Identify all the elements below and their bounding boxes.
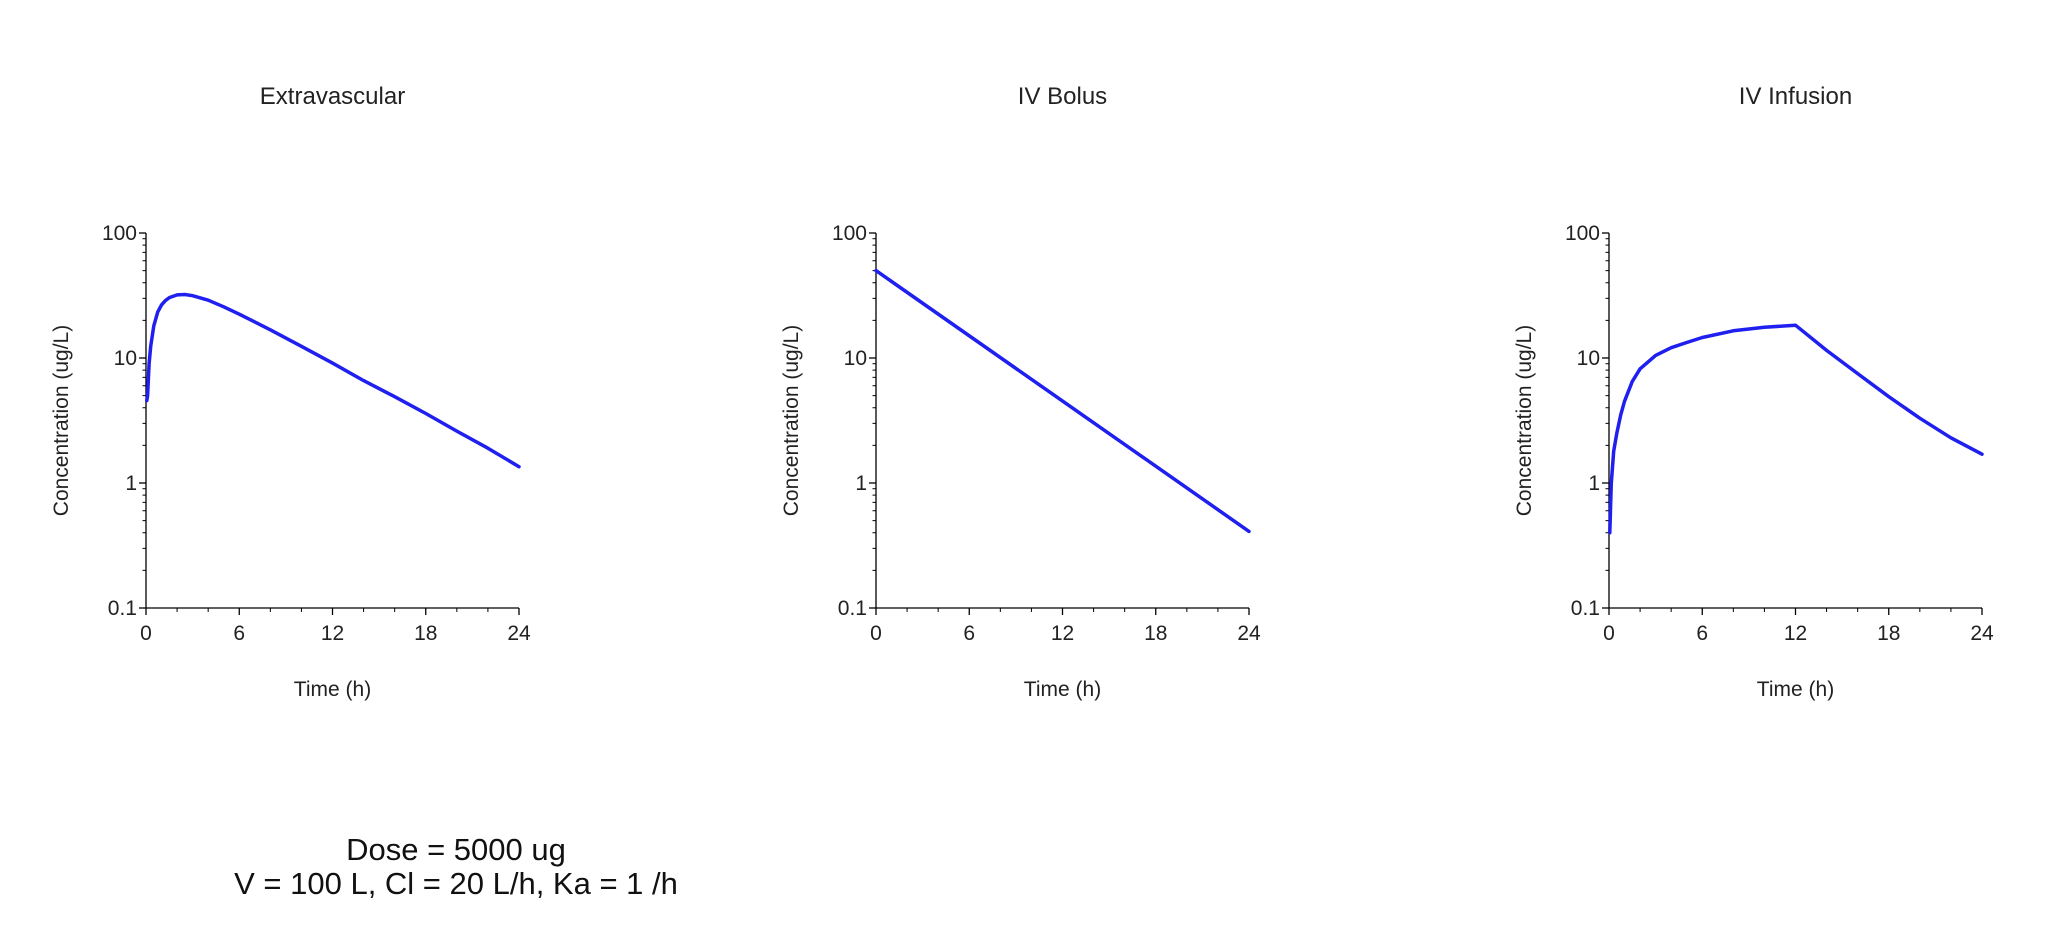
y-tick-label: 0.1 (838, 597, 867, 620)
y-tick-label: 10 (844, 347, 867, 370)
x-tick-label: 6 (1696, 622, 1708, 645)
y-tick-label: 1 (1588, 472, 1600, 495)
series-line-1 (1608, 323, 1984, 535)
y-tick-label: 1 (855, 472, 867, 495)
y-tick-label: 10 (114, 347, 137, 370)
y-tick-label: 0.1 (108, 597, 137, 620)
x-tick-label: 0 (1603, 622, 1615, 645)
series-line-1 (874, 268, 1251, 534)
chart-title: Extravascular (260, 83, 405, 110)
series-line-1 (145, 292, 521, 469)
y-tick-label: 10 (1577, 347, 1600, 370)
x-tick-label: 18 (414, 622, 437, 645)
x-tick-label: 12 (1051, 622, 1074, 645)
x-tick-label: 0 (140, 622, 152, 645)
y-tick-label: 100 (1565, 222, 1600, 245)
y-axis-label: Concentration (ug/L) (50, 325, 73, 516)
y-tick-label: 100 (832, 222, 867, 245)
y-tick-label: 100 (102, 222, 137, 245)
x-tick-label: 24 (1237, 622, 1261, 645)
x-tick-label: 12 (1784, 622, 1807, 645)
x-tick-label: 12 (321, 622, 344, 645)
y-tick-label: 0.1 (1571, 597, 1600, 620)
chart-title: IV Bolus (1018, 83, 1107, 110)
y-axis-label: Concentration (ug/L) (780, 325, 803, 516)
y-tick-label: 1 (125, 472, 137, 495)
chart-panel-3: IV Infusion 0.1 1 10 100 0 6 12 18 24 Time (h) Conc… (1513, 83, 1994, 701)
chart-panel-1: Extravascular 0.1 1 10 100 0 6 12 18 24 Time (h) Co… (50, 83, 531, 701)
x-tick-label: 24 (1970, 622, 1994, 645)
x-axis-label: Time (h) (1024, 678, 1101, 701)
x-tick-label: 0 (870, 622, 882, 645)
x-axis-label: Time (h) (1757, 678, 1834, 701)
x-tick-label: 6 (233, 622, 245, 645)
x-axis-label: Time (h) (294, 678, 371, 701)
chart-panel-2: IV Bolus 0.1 1 10 100 0 6 12 18 24 Time (h) Concent… (780, 83, 1261, 701)
chart-title: IV Infusion (1739, 83, 1852, 110)
x-tick-label: 6 (963, 622, 975, 645)
dose-caption: Dose = 5000 ug (346, 832, 566, 867)
x-tick-label: 24 (507, 622, 531, 645)
y-axis-label: Concentration (ug/L) (1513, 325, 1536, 516)
x-tick-label: 18 (1144, 622, 1167, 645)
x-tick-label: 18 (1877, 622, 1900, 645)
parameters-caption: V = 100 L, Cl = 20 L/h, Ka = 1 /h (234, 866, 678, 901)
